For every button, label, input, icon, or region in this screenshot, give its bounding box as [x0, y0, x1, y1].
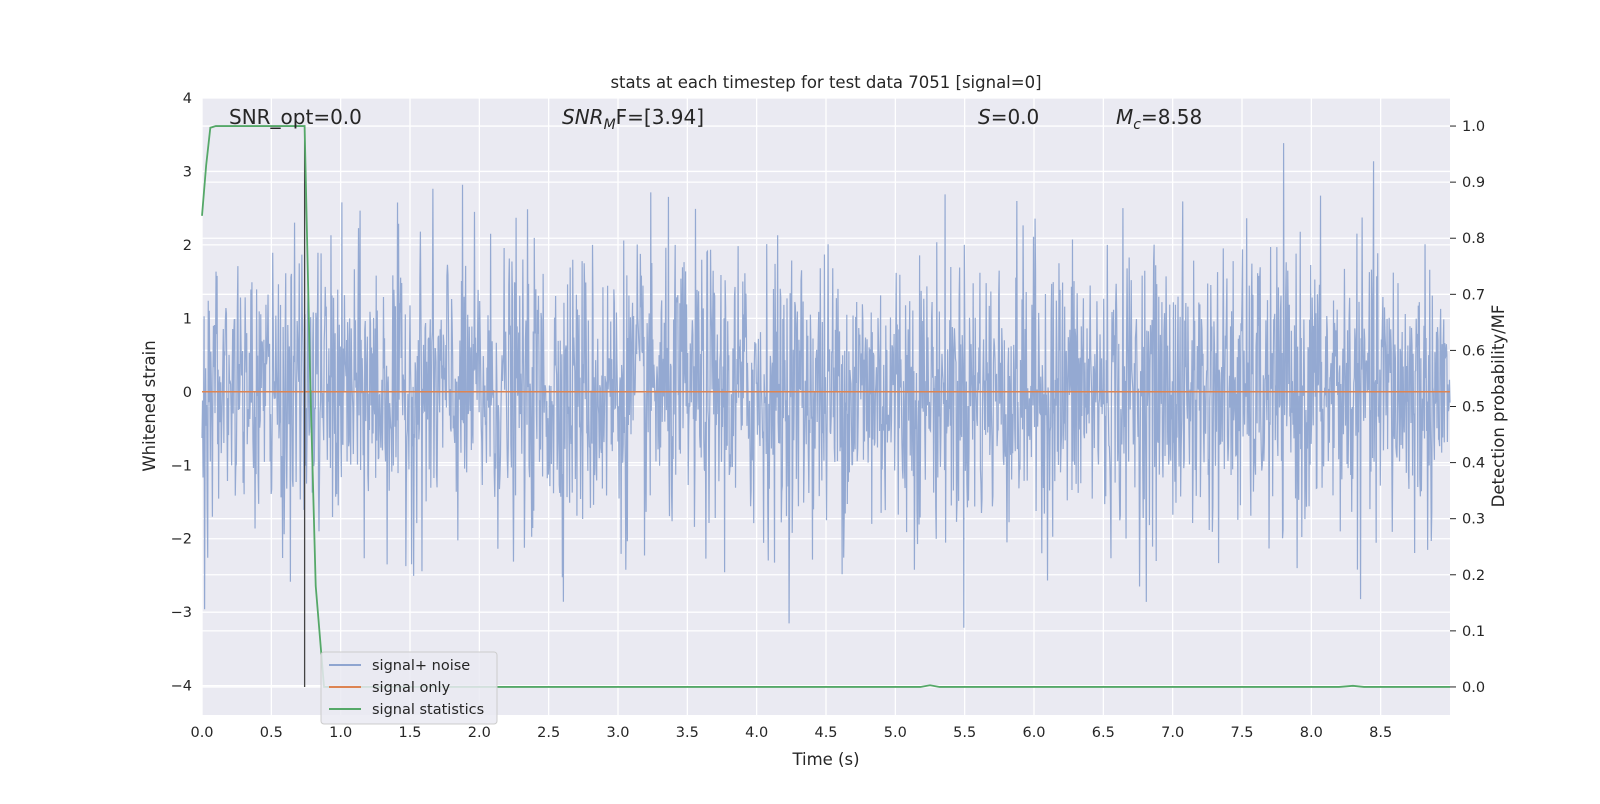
legend-label-signal-noise: signal+ noise	[372, 658, 470, 674]
y-tick-label: 3	[183, 164, 192, 180]
y2-tick-label: 0.6	[1462, 343, 1485, 359]
y-tick-label: 4	[183, 91, 192, 107]
x-tick-label: 4.0	[745, 725, 768, 741]
y2-tick-label: 0.2	[1462, 568, 1485, 584]
annotation-mc-rest: =8.58	[1141, 105, 1202, 129]
y2-axis-label: Detection probability/MF	[1489, 305, 1508, 508]
legend-label-signal-only: signal only	[372, 680, 451, 696]
x-tick-label: 0.0	[190, 725, 213, 741]
x-tick-label: 2.5	[537, 725, 560, 741]
series-signal-statistics	[201, 125, 1450, 688]
x-tick-label: 6.0	[1022, 725, 1045, 741]
legend-label-signal-statistics: signal statistics	[372, 702, 484, 718]
x-tick-labels: 0.0 0.5 1.0 1.5 2.0 2.5 3.0 3.5 4.0 4.5 5.0 5.5 6.0 6…	[190, 725, 1392, 741]
legend: signal+ noise signal only signal statist…	[320, 651, 498, 725]
y2-tick-label: 0.9	[1462, 175, 1485, 191]
annotation-snr-mf-base: SNR	[562, 105, 604, 129]
signal-noise-line	[201, 143, 1451, 628]
annotation-mc: Mc=8.58	[1116, 105, 1202, 133]
x-tick-label: 1.0	[329, 725, 352, 741]
y-tick-label: −1	[171, 458, 192, 474]
annotation-s: S=0.0	[978, 105, 1039, 129]
annotation-s-var: S	[978, 105, 991, 129]
x-tick-label: 7.0	[1161, 725, 1184, 741]
x-tick-label: 8.5	[1369, 725, 1392, 741]
signal-statistics-line	[201, 125, 1450, 688]
y-axis-label: Whitened strain	[140, 340, 159, 471]
y2-tick-label: 0.8	[1462, 231, 1485, 247]
x-tick-label: 7.5	[1230, 725, 1253, 741]
annotation-snr-mf-sub: M	[604, 117, 616, 133]
x-tick-label: 6.5	[1092, 725, 1115, 741]
annotation-snr-opt: SNR_opt=0.0	[229, 105, 362, 129]
y2-tick-labels: 0.0 0.1 0.2 0.3 0.4 0.5 0.6 0.7 0.8 0.9 1.0	[1450, 119, 1485, 696]
x-tick-label: 3.5	[676, 725, 699, 741]
y2-tick-label: 0.1	[1462, 624, 1485, 640]
y-tick-label: −4	[171, 679, 192, 695]
x-axis-label: Time (s)	[791, 750, 859, 769]
y-tick-label: −2	[171, 532, 192, 548]
annotation-snr-mf: SNRMF=[3.94]	[562, 105, 704, 133]
x-tick-label: 5.5	[953, 725, 976, 741]
legend-box	[320, 651, 498, 725]
chart-title: stats at each timestep for test data 705…	[610, 73, 1041, 92]
x-tick-label: 8.0	[1300, 725, 1323, 741]
annotation-snr-mf-rest: F=[3.94]	[616, 105, 704, 129]
annotation-mc-sub: c	[1133, 117, 1141, 133]
y2-tick-label: 1.0	[1462, 119, 1485, 135]
annotation-s-rest: =0.0	[991, 105, 1040, 129]
y-tick-label: 0	[183, 385, 192, 401]
y2-tick-label: 0.0	[1462, 680, 1485, 696]
x-tick-label: 2.0	[468, 725, 491, 741]
x-tick-label: 3.0	[606, 725, 629, 741]
series-signal-noise	[201, 143, 1451, 628]
y2-tick-label: 0.7	[1462, 287, 1485, 303]
y2-tick-label: 0.5	[1462, 400, 1485, 416]
y2-tick-label: 0.4	[1462, 456, 1485, 472]
x-tick-label: 0.5	[260, 725, 283, 741]
y-tick-label: 1	[183, 311, 192, 327]
x-tick-label: 5.0	[884, 725, 907, 741]
y2-tick-label: 0.3	[1462, 512, 1485, 528]
y-tick-label: 2	[183, 238, 192, 254]
annotation-mc-base: M	[1116, 105, 1133, 129]
y-tick-labels: −4 −3 −2 −1 0 1 2 3 4	[171, 91, 192, 695]
y-tick-label: −3	[171, 605, 192, 621]
x-tick-label: 1.5	[398, 725, 421, 741]
x-tick-label: 4.5	[814, 725, 837, 741]
